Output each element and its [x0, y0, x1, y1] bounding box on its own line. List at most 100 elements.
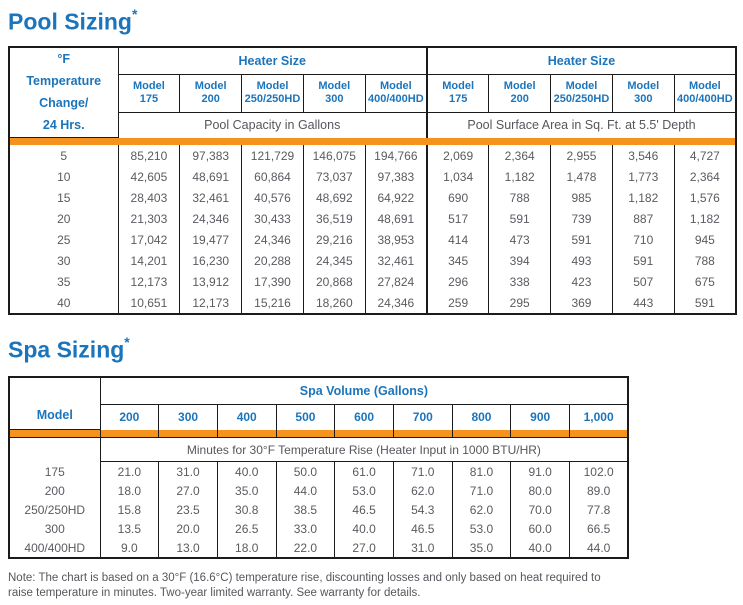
pool-capacity-cell: 60,864	[241, 166, 304, 188]
orange-divider	[569, 429, 629, 439]
spa-volume-header-row: 200 300 400 500 600 700 800 900 1,000	[9, 403, 629, 430]
spa-minutes-cell: 60.0	[510, 519, 570, 539]
model-number: 250/250HD	[553, 93, 610, 106]
pool-surface-cell: 493	[550, 250, 613, 272]
spa-model-header: Model	[8, 376, 101, 431]
spa-minutes-cell: 18.0	[99, 481, 160, 501]
spa-minutes-cell: 22.0	[275, 538, 336, 559]
model-label: Model	[194, 79, 227, 92]
footnote: Note: The chart is based on a 30°F (16.6…	[8, 571, 735, 600]
pool-title-text: Pool Sizing	[8, 8, 132, 35]
pool-table-row: 15 28,403 32,461 40,576 48,692 64,922 69…	[8, 187, 737, 209]
pool-table-row: 40 10,651 12,173 15,216 18,260 24,346 25…	[8, 292, 737, 315]
orange-divider	[510, 429, 570, 439]
spa-title: Spa Sizing*	[8, 334, 735, 364]
model-number: 200	[201, 93, 220, 106]
spa-minutes-cell: 53.0	[451, 519, 512, 539]
spa-header-row-1: Model Spa Volume (Gallons)	[8, 376, 629, 431]
spa-minutes-cell: 44.0	[569, 538, 629, 559]
pool-capacity-cell: 73,037	[302, 166, 366, 188]
pool-model-header: Model 400/400HD	[673, 73, 737, 113]
pool-surface-cell: 295	[488, 292, 552, 315]
orange-divider	[216, 429, 277, 439]
spa-minutes-cell: 31.0	[158, 461, 218, 482]
pool-sizing-table: °F Temperature Change/ 24 Hrs. Heater Si…	[8, 45, 737, 316]
pool-surface-cell: 473	[488, 229, 552, 251]
orange-divider	[99, 429, 160, 439]
model-label: Model	[133, 79, 165, 92]
spa-volume-header: Spa Volume (Gallons)	[99, 376, 629, 405]
pool-surface-cell: 2,364	[673, 166, 737, 188]
spa-minutes-cell: 21.0	[99, 461, 160, 482]
spa-minutes-subheader: Minutes for 30°F Temperature Rise (Heate…	[99, 437, 629, 463]
spa-sizing-table: Model Spa Volume (Gallons) 200 300 400 5…	[8, 375, 630, 560]
pool-table-row: 30 14,201 16,230 20,288 24,345 32,461 34…	[8, 250, 737, 272]
spa-minutes-cell: 13.5	[99, 519, 160, 539]
pool-surface-cell: 259	[425, 292, 490, 315]
spa-minutes-cell: 27.0	[158, 481, 218, 501]
model-number: 300	[634, 93, 653, 106]
pool-capacity-cell: 40,576	[241, 187, 304, 209]
pool-title: Pool Sizing*	[8, 6, 735, 36]
spa-minutes-cell: 46.5	[392, 519, 453, 539]
spa-volume-col-header: 200	[99, 403, 160, 430]
pool-heater-size-header-right: Heater Size	[425, 46, 737, 75]
pool-temp-header: °F Temperature Change/ 24 Hrs.	[8, 46, 119, 139]
orange-divider	[8, 429, 101, 439]
pool-capacity-cell: 29,216	[302, 229, 366, 251]
pool-table-row: 25 17,042 19,477 24,346 29,216 38,953 41…	[8, 229, 737, 251]
pool-surface-cell: 338	[488, 271, 552, 293]
pool-capacity-cell: 17,390	[241, 271, 304, 293]
orange-divider	[334, 429, 394, 439]
pool-temp-cell: 25	[8, 229, 119, 251]
pool-capacity-cell: 10,651	[117, 292, 181, 315]
pool-surface-cell: 675	[673, 271, 737, 293]
pool-temp-header-line2: Temperature	[26, 74, 102, 89]
pool-capacity-cell: 194,766	[364, 145, 428, 167]
pool-temp-header-line1: °F	[57, 52, 71, 67]
pool-model-header: Model 300	[302, 73, 366, 113]
spa-minutes-cell: 71.0	[451, 481, 512, 501]
spa-minutes-cell: 40.0	[510, 538, 570, 559]
model-number: 300	[325, 93, 344, 106]
spa-model-cell: 200	[8, 481, 101, 501]
pool-temp-header-line3: Change/	[39, 96, 89, 111]
spa-volume-col-header: 800	[451, 403, 512, 430]
pool-capacity-cell: 24,346	[179, 208, 243, 230]
pool-temp-cell: 20	[8, 208, 119, 230]
pool-surface-cell: 507	[611, 271, 675, 293]
pool-capacity-cell: 121,729	[241, 145, 304, 167]
model-number: 400/400HD	[677, 93, 733, 106]
spa-minutes-cell: 50.0	[275, 461, 336, 482]
spa-minutes-cell: 26.5	[216, 519, 277, 539]
pool-model-header: Model 175	[425, 73, 490, 113]
spa-table-row: 200 18.0 27.0 35.0 44.0 53.0 62.0 71.0 8…	[8, 481, 629, 501]
pool-surface-area-subheader: Pool Surface Area in Sq. Ft. at 5.5' Dep…	[425, 111, 737, 138]
spa-minutes-cell: 53.0	[334, 481, 394, 501]
pool-temp-cell: 15	[8, 187, 119, 209]
pool-model-header: Model 400/400HD	[364, 73, 428, 113]
spa-minutes-cell: 40.0	[216, 461, 277, 482]
spa-minutes-cell: 35.0	[451, 538, 512, 559]
model-number: 175	[448, 93, 468, 106]
pool-surface-cell: 2,069	[425, 145, 490, 167]
spa-minutes-cell: 23.5	[158, 500, 218, 520]
spa-minutes-cell: 91.0	[510, 461, 570, 482]
pool-table-row: 20 21,303 24,346 30,433 36,519 48,691 51…	[8, 208, 737, 230]
pool-surface-cell: 1,034	[425, 166, 490, 188]
model-label: Model	[688, 79, 721, 92]
pool-surface-cell: 591	[611, 250, 675, 272]
pool-surface-cell: 985	[550, 187, 613, 209]
spa-minutes-cell: 9.0	[99, 538, 160, 559]
pool-surface-cell: 591	[550, 229, 613, 251]
model-label: Model	[442, 79, 475, 92]
spa-minutes-cell: 20.0	[158, 519, 218, 539]
pool-temp-cell: 5	[8, 145, 119, 167]
pool-surface-cell: 296	[425, 271, 490, 293]
spa-minutes-cell: 77.8	[569, 500, 629, 520]
spa-minutes-cell: 80.0	[510, 481, 570, 501]
pool-capacity-cell: 146,075	[302, 145, 366, 167]
pool-capacity-cell: 85,210	[117, 145, 181, 167]
spa-orange-band	[8, 429, 629, 439]
